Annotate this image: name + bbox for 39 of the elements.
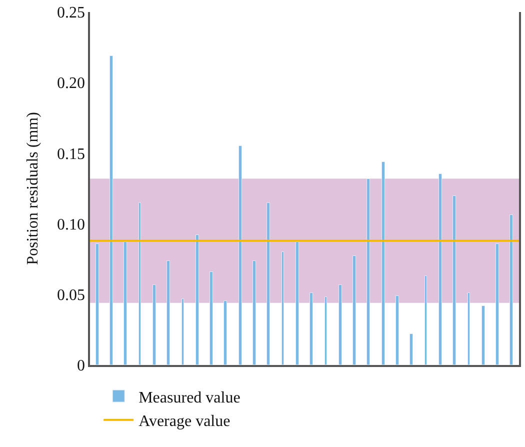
- bar: [396, 296, 399, 365]
- bar: [182, 298, 184, 365]
- bar: [510, 214, 513, 365]
- bar: [366, 178, 370, 365]
- bar: [152, 284, 156, 365]
- bar: [410, 334, 413, 365]
- bar: [196, 234, 199, 365]
- y-tick-label: 0.25: [57, 4, 86, 22]
- bar: [382, 162, 385, 365]
- bar: [338, 284, 342, 365]
- bar: [352, 256, 356, 365]
- bar: [224, 300, 227, 365]
- y-tick-label: 0.05: [57, 287, 86, 304]
- bar: [252, 260, 256, 365]
- bar: [266, 202, 270, 365]
- bar: [166, 260, 170, 365]
- bar: [238, 146, 242, 365]
- bar: [438, 174, 442, 365]
- bar: [424, 276, 427, 365]
- legend-label: Measured value: [138, 389, 240, 406]
- bar: [282, 252, 284, 365]
- y-axis-title: Position residuals (mm): [24, 112, 42, 265]
- legend-label: Average value: [138, 413, 230, 430]
- bar: [482, 306, 485, 365]
- bar: [124, 242, 127, 365]
- bar: [96, 244, 99, 365]
- bar: [210, 272, 213, 365]
- y-tick-label: 0.20: [57, 75, 86, 92]
- y-tick-label: 0.15: [57, 146, 86, 163]
- bar: [324, 296, 327, 365]
- bar: [310, 292, 313, 365]
- bar: [468, 292, 470, 365]
- bar: [452, 196, 456, 365]
- y-tick-label: 0.10: [57, 216, 86, 234]
- bar: [496, 244, 499, 365]
- bar: [296, 242, 299, 365]
- y-tick-label: 0: [77, 358, 86, 375]
- bar: [138, 202, 141, 365]
- bar: [110, 56, 113, 365]
